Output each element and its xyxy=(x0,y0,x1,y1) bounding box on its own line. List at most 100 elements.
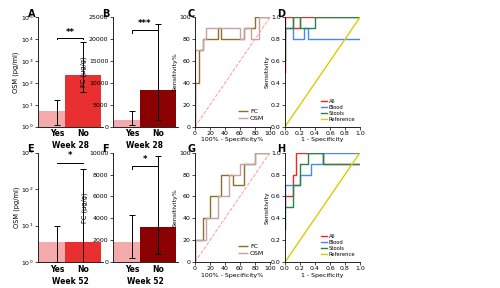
FC xyxy=(267,151,273,154)
Blood xyxy=(320,162,326,165)
Stools xyxy=(304,151,310,154)
FC xyxy=(192,260,198,264)
Stools xyxy=(282,26,288,30)
FC xyxy=(200,217,205,220)
Line: FC: FC xyxy=(195,153,270,262)
Line: All: All xyxy=(285,153,360,207)
Text: H: H xyxy=(278,144,285,154)
All xyxy=(320,151,326,154)
Y-axis label: Sensitivity: Sensitivity xyxy=(264,56,270,88)
Y-axis label: Sensitivity%: Sensitivity% xyxy=(173,188,178,227)
Blood xyxy=(282,184,288,187)
Blood xyxy=(308,173,314,176)
OSM xyxy=(200,48,205,52)
All xyxy=(357,16,363,19)
Blood xyxy=(320,151,326,154)
Stools xyxy=(290,26,296,30)
X-axis label: 100% - Specificity%: 100% - Specificity% xyxy=(202,273,264,278)
Text: G: G xyxy=(188,144,196,154)
X-axis label: Week 52: Week 52 xyxy=(126,277,164,286)
Text: **: ** xyxy=(66,28,74,37)
Y-axis label: Sensitivity: Sensitivity xyxy=(264,191,270,224)
All xyxy=(357,162,363,165)
Line: FC: FC xyxy=(195,17,270,127)
Y-axis label: OSM (pg/ml): OSM (pg/ml) xyxy=(13,187,20,228)
All xyxy=(282,195,288,198)
OSM xyxy=(214,195,220,198)
FC xyxy=(200,37,205,41)
Line: All: All xyxy=(285,17,360,72)
Line: Stools: Stools xyxy=(285,17,360,61)
Blood xyxy=(282,37,288,41)
Bar xyxy=(140,90,176,127)
FC xyxy=(230,184,235,187)
FC xyxy=(192,81,198,85)
Bar xyxy=(65,75,101,288)
OSM xyxy=(252,151,258,154)
Text: E: E xyxy=(28,144,34,154)
Text: *: * xyxy=(68,151,72,160)
Text: *: * xyxy=(143,155,147,164)
All xyxy=(297,26,303,30)
Stools xyxy=(282,206,288,209)
Text: ***: *** xyxy=(138,19,152,28)
FC xyxy=(218,37,224,41)
OSM xyxy=(237,173,243,176)
FC xyxy=(267,16,273,19)
Stools xyxy=(290,16,296,19)
FC xyxy=(252,26,258,30)
OSM xyxy=(267,16,273,19)
Blood xyxy=(308,162,314,165)
OSM xyxy=(237,162,243,165)
OSM xyxy=(192,238,198,242)
X-axis label: 100% - Specificity%: 100% - Specificity% xyxy=(202,137,264,142)
Bar xyxy=(140,227,176,262)
Stools xyxy=(297,16,303,19)
Stools xyxy=(312,16,318,19)
All xyxy=(290,26,296,30)
All xyxy=(290,16,296,19)
X-axis label: 1 - Specificity: 1 - Specificity xyxy=(301,137,344,142)
Text: F: F xyxy=(102,144,109,154)
Bar xyxy=(114,120,150,127)
FC xyxy=(241,184,247,187)
FC xyxy=(241,162,247,165)
Legend: FC, OSM: FC, OSM xyxy=(236,241,267,259)
FC xyxy=(207,195,213,198)
X-axis label: Week 52: Week 52 xyxy=(52,277,88,286)
Text: C: C xyxy=(188,9,195,19)
Stools xyxy=(297,26,303,30)
OSM xyxy=(267,151,273,154)
OSM xyxy=(203,26,209,30)
Stools xyxy=(297,162,303,165)
OSM xyxy=(256,37,262,41)
All xyxy=(282,16,288,19)
Bar xyxy=(39,242,75,288)
Stools xyxy=(357,16,363,19)
Legend: All, Blood, Stools, Reference: All, Blood, Stools, Reference xyxy=(318,232,358,259)
FC xyxy=(214,37,220,41)
Stools xyxy=(297,184,303,187)
OSM xyxy=(256,16,262,19)
Bar xyxy=(65,242,101,288)
FC xyxy=(207,217,213,220)
OSM xyxy=(248,26,254,30)
OSM xyxy=(203,217,209,220)
FC xyxy=(192,125,198,128)
Stools xyxy=(357,162,363,165)
FC xyxy=(218,195,224,198)
Line: OSM: OSM xyxy=(195,17,270,127)
Line: OSM: OSM xyxy=(195,153,270,262)
All xyxy=(297,16,303,19)
All xyxy=(282,70,288,74)
All xyxy=(290,195,296,198)
FC xyxy=(200,48,205,52)
X-axis label: 1 - Specificity: 1 - Specificity xyxy=(301,273,344,278)
All xyxy=(320,162,326,165)
Y-axis label: FC (μg/g): FC (μg/g) xyxy=(81,192,87,223)
Blood xyxy=(301,37,307,41)
Blood xyxy=(282,206,288,209)
FC xyxy=(252,16,258,19)
Blood xyxy=(290,26,296,30)
All xyxy=(282,206,288,209)
